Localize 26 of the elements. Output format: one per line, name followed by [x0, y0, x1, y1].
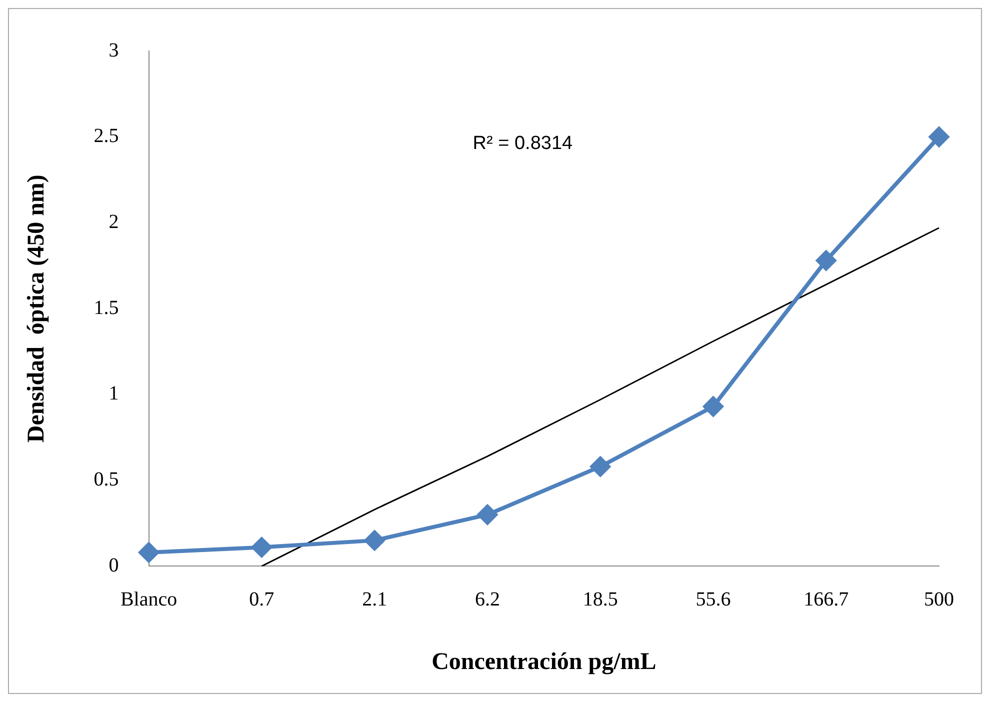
point [477, 504, 498, 525]
point [252, 537, 272, 558]
y-tick-label: 3 [108, 39, 119, 62]
y-tick-label: 2.5 [94, 125, 119, 148]
y-tick-label: 0 [108, 554, 119, 576]
x-tick-label: 6.2 [474, 588, 500, 610]
annotation: R² = 0.8314 [472, 132, 574, 154]
y-axis-title: Densidad óptica (450 nm) [24, 174, 50, 443]
point [816, 250, 836, 271]
point [590, 456, 610, 477]
point [364, 530, 385, 550]
x-tick-label: 18.5 [582, 588, 618, 610]
x-tick-label: 2.1 [362, 588, 388, 610]
x-tick-label: Blanco [120, 588, 178, 610]
point [929, 126, 949, 147]
x-tick-label: 166.7 [804, 588, 849, 610]
x-axis-title: Concentración pg/mL [432, 648, 656, 675]
point [138, 542, 159, 562]
point [703, 396, 724, 416]
y-tick-label: 1 [108, 382, 119, 405]
x-tick-label: 500 [924, 588, 954, 610]
y-tick-label: 1.5 [94, 296, 119, 319]
x-tick-label: 0.7 [249, 588, 274, 610]
y-tick-label: 2 [108, 210, 119, 233]
x-tick-label: 55.6 [696, 588, 731, 610]
y-tick-label: 0.5 [94, 468, 119, 491]
